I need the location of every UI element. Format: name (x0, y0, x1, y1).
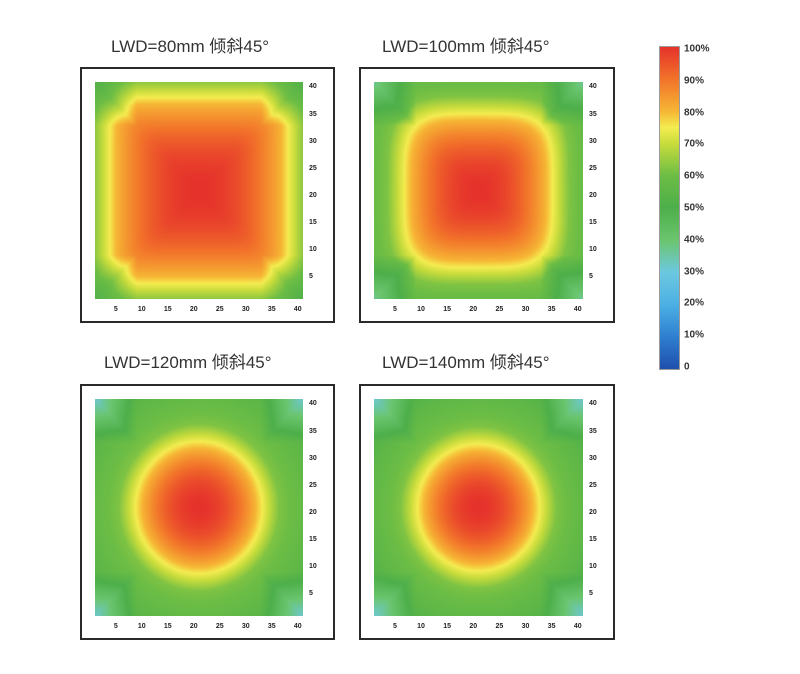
x-tick-label: 30 (521, 306, 530, 313)
x-tick-label: 20 (469, 306, 478, 313)
y-tick-label: 15 (589, 536, 597, 544)
x-tick-label: 5 (113, 306, 118, 313)
y-tick-label: 10 (309, 246, 317, 254)
y-tick-label: 35 (589, 110, 597, 118)
colorbar-label: 10% (684, 329, 705, 341)
colorbar (659, 46, 680, 370)
x-tick-label: 5 (392, 623, 397, 630)
heatmap-panel-lwd80: 5 10 15 20 25 30 35 40 40 35 30 25 20 15 10 5 (80, 67, 335, 323)
colorbar-label: 70% (684, 138, 705, 150)
y-tick-label: 15 (589, 219, 597, 227)
x-tick-label: 35 (267, 623, 276, 630)
x-tick-label: 25 (495, 306, 504, 313)
x-tick-label: 10 (137, 306, 146, 313)
y-tick-label: 30 (589, 137, 597, 145)
x-tick-label: 15 (163, 306, 172, 313)
panel-title-lwd120: LWD=120mm 倾斜45° (104, 353, 272, 372)
x-tick-label: 15 (443, 306, 452, 313)
y-tick-label: 25 (309, 164, 317, 172)
x-tick-label: 10 (137, 623, 146, 630)
colorbar-label: 50% (684, 202, 705, 214)
y-tick-label: 35 (309, 110, 317, 118)
y-tick-label: 15 (309, 219, 317, 227)
x-tick-label: 15 (443, 623, 452, 630)
x-tick-label: 35 (547, 306, 556, 313)
y-tick-label: 35 (309, 427, 317, 435)
y-tick-label: 5 (589, 590, 593, 598)
x-tick-label: 20 (469, 623, 478, 630)
heatmap-panel-lwd120: 5 10 15 20 25 30 35 40 40 35 30 25 20 15 10 5 (80, 384, 335, 640)
panel-title-lwd140: LWD=140mm 倾斜45° (382, 353, 550, 372)
y-tick-label: 20 (589, 191, 597, 199)
heatmap-panel-lwd140: 5 10 15 20 25 30 35 40 40 35 30 25 20 15 10 5 (359, 384, 615, 640)
colorbar-label: 20% (684, 297, 705, 309)
x-tick-label: 25 (495, 623, 504, 630)
panel-title-lwd80: LWD=80mm 倾斜45° (111, 37, 270, 56)
y-tick-label: 20 (589, 508, 597, 516)
heatmap-field (95, 399, 303, 616)
y-tick-label: 20 (309, 191, 317, 199)
x-tick-label: 40 (573, 623, 582, 630)
y-tick-label: 10 (589, 563, 597, 571)
heatmap-field (374, 399, 583, 616)
y-tick-label: 35 (589, 427, 597, 435)
y-tick-label: 5 (309, 273, 313, 281)
y-tick-label: 25 (309, 481, 317, 489)
colorbar-label: 100% (684, 43, 710, 55)
y-tick-label: 10 (309, 563, 317, 571)
x-tick-label: 15 (163, 623, 172, 630)
y-tick-label: 25 (589, 481, 597, 489)
x-tick-label: 20 (189, 623, 198, 630)
y-tick-label: 40 (309, 400, 317, 408)
x-tick-label: 10 (417, 623, 425, 630)
y-tick-label: 20 (309, 508, 317, 516)
colorbar-label: 80% (684, 107, 705, 119)
heatmap-field (374, 82, 583, 299)
y-tick-label: 5 (309, 590, 313, 598)
panel-title-lwd100: LWD=100mm 倾斜45° (382, 37, 550, 56)
x-tick-label: 35 (267, 306, 276, 313)
y-tick-label: 10 (589, 246, 597, 254)
y-tick-label: 40 (309, 83, 317, 91)
x-tick-label: 25 (215, 623, 224, 630)
colorbar-label: 60% (684, 170, 705, 182)
y-tick-label: 40 (589, 83, 597, 91)
x-tick-label: 25 (215, 306, 224, 313)
x-tick-label: 30 (521, 623, 530, 630)
y-tick-label: 15 (309, 536, 317, 544)
x-tick-label: 40 (573, 306, 582, 313)
x-tick-label: 10 (417, 306, 425, 313)
x-tick-label: 30 (241, 623, 250, 630)
x-tick-label: 20 (189, 306, 198, 313)
y-tick-label: 30 (309, 454, 317, 462)
x-tick-label: 5 (392, 306, 397, 313)
y-tick-label: 5 (589, 273, 593, 281)
x-tick-label: 40 (293, 306, 302, 313)
colorbar-label: 90% (684, 75, 705, 87)
y-tick-label: 40 (589, 400, 597, 408)
y-tick-label: 30 (309, 137, 317, 145)
heatmap-panel-lwd100: 5 10 15 20 25 30 35 40 40 35 30 25 20 15 10 5 (359, 67, 615, 323)
x-tick-label: 35 (547, 623, 556, 630)
colorbar-label: 40% (684, 234, 705, 246)
y-tick-label: 30 (589, 454, 597, 462)
x-tick-label: 5 (113, 623, 118, 630)
x-tick-label: 40 (293, 623, 302, 630)
x-tick-label: 30 (241, 306, 250, 313)
y-tick-label: 25 (589, 164, 597, 172)
colorbar-label: 30% (684, 266, 705, 278)
colorbar-label: 0 (684, 361, 690, 373)
heatmap-field (95, 82, 303, 299)
